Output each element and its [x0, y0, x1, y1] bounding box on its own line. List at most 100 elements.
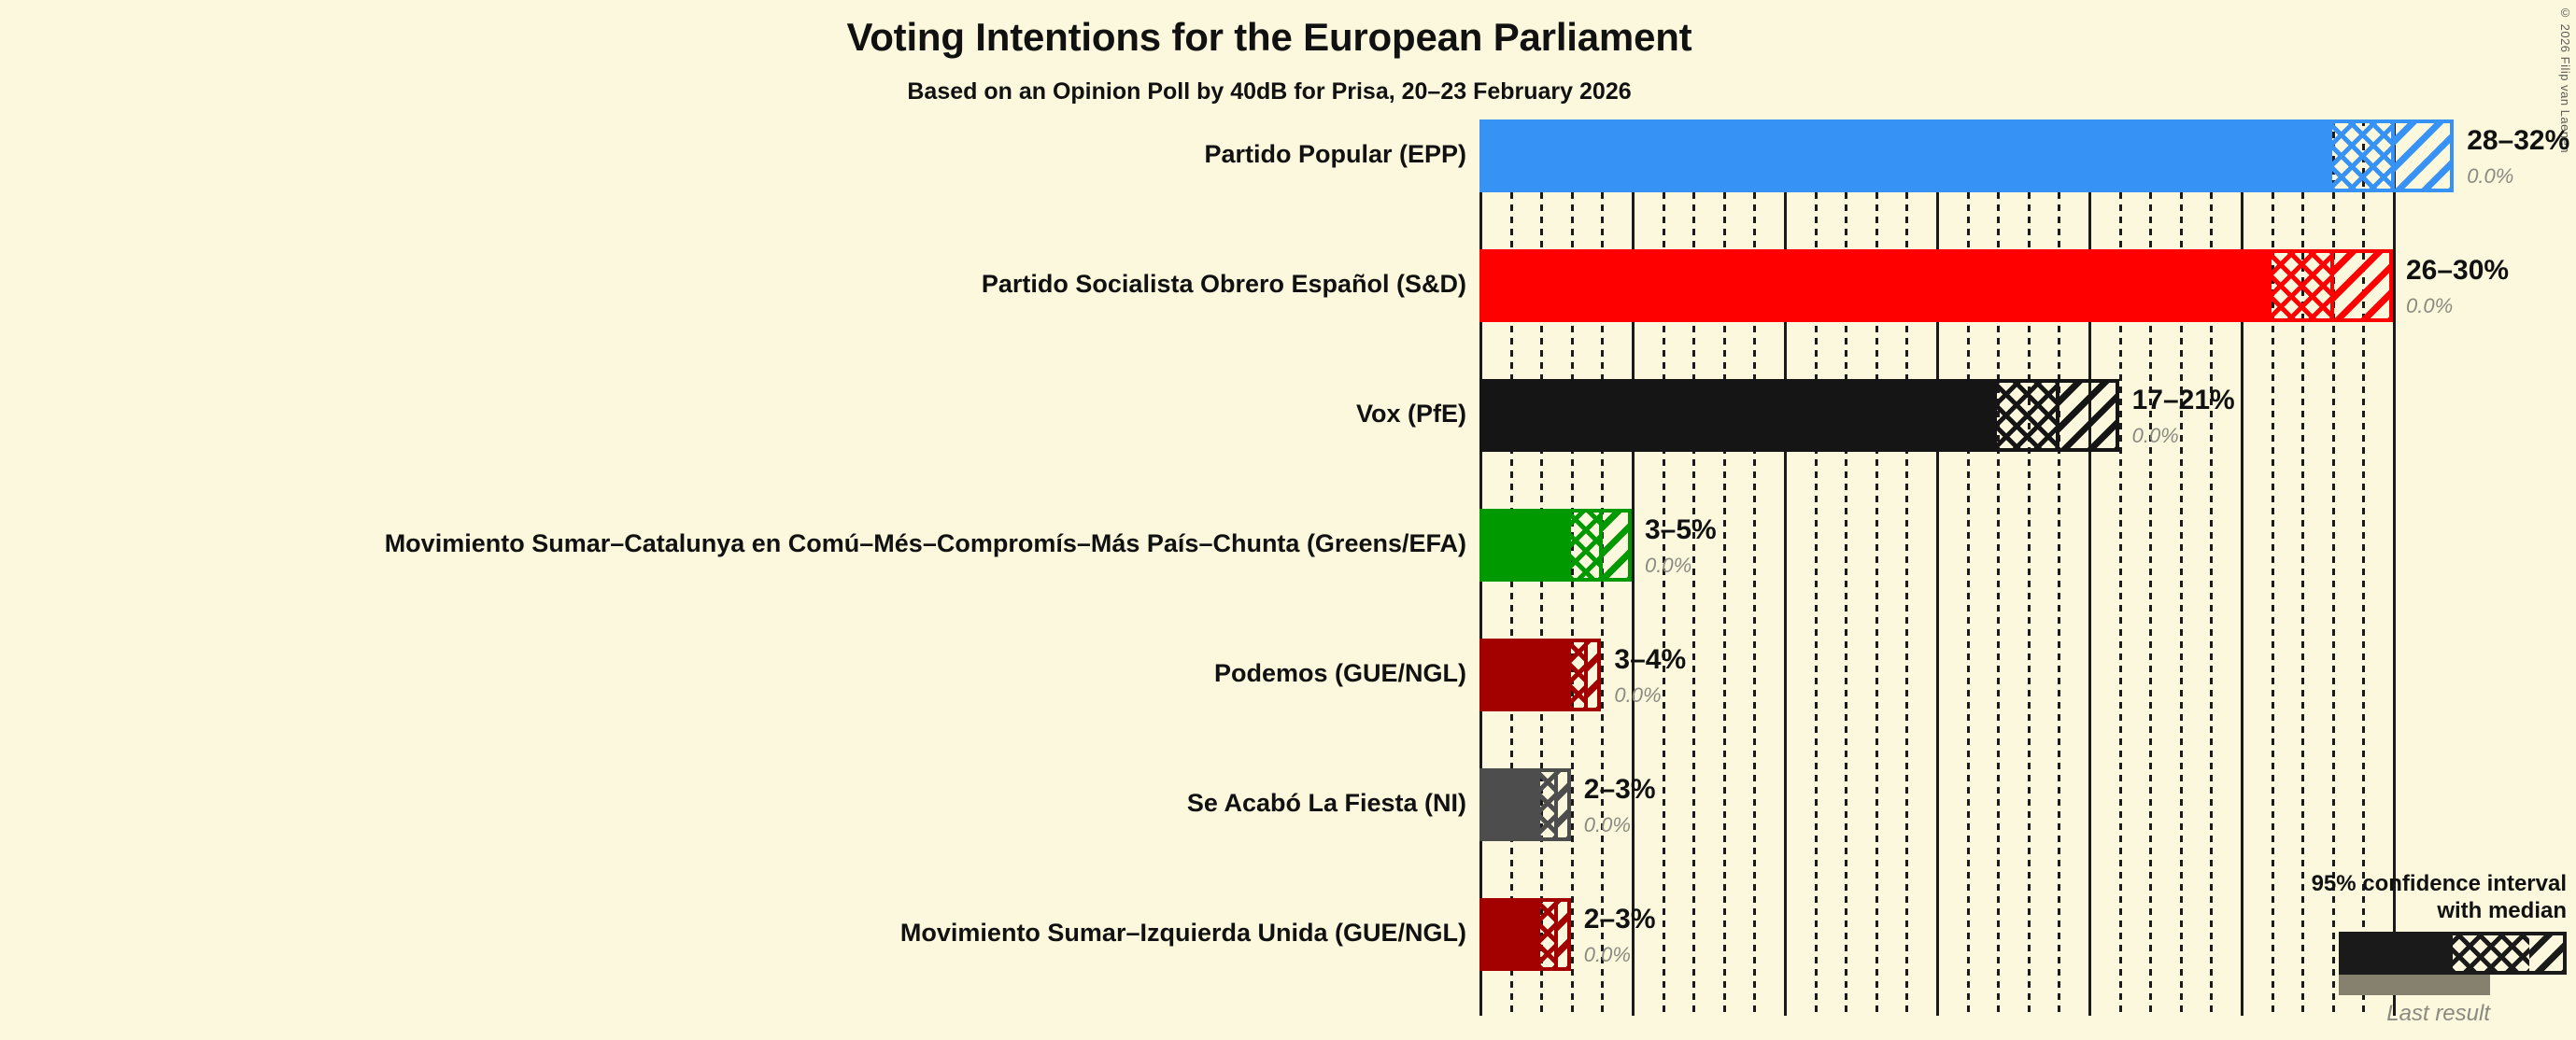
bar-segment-solid	[1479, 768, 1541, 841]
category-label: Partido Socialista Obrero Español (S&D)	[981, 270, 1466, 298]
legend-swatch-wrap	[2193, 932, 2567, 999]
bar-segment-crosshatch	[1997, 379, 2059, 452]
bar-value-label: 2–3%	[1583, 904, 1656, 935]
legend-ci-swatch	[2339, 932, 2567, 975]
gridline-minor	[2179, 119, 2183, 1016]
bar-segment-solid	[1479, 379, 1998, 452]
page-title: Voting Intentions for the European Parli…	[846, 15, 1692, 59]
gridline-minor	[2210, 119, 2214, 1016]
bar-segment-diaghatch	[1601, 509, 1632, 582]
gridline-minor	[2118, 119, 2122, 1016]
bar-last-result-label: 0.0%	[2467, 164, 2514, 188]
bar-value-label: 3–4%	[1614, 644, 1687, 675]
gridline-minor	[2362, 119, 2366, 1016]
bar-outline	[1479, 379, 2119, 452]
legend-last-result-swatch	[2339, 975, 2490, 995]
bar-value-label: 28–32%	[2467, 125, 2570, 156]
gridline-major	[1784, 119, 1787, 1016]
bar-segment-diaghatch	[2058, 379, 2119, 452]
bar-row	[1479, 898, 1571, 971]
bar-outline	[1479, 119, 2455, 192]
bar-median-divider	[2391, 119, 2395, 192]
bar-outline	[1479, 639, 1602, 711]
bar-segment-solid	[1479, 119, 2332, 192]
bar-row	[1479, 119, 2455, 192]
category-label: Movimiento Sumar–Izquierda Unida (GUE/NG…	[899, 919, 1466, 947]
gridline-minor	[2149, 119, 2153, 1016]
bar-row	[1479, 249, 2393, 322]
category-label: Podemos (GUE/NGL)	[1213, 659, 1466, 687]
bar-outline	[1479, 249, 2393, 322]
legend-last-result-label: Last result	[2386, 1001, 2490, 1026]
bar-segment-diaghatch	[1555, 898, 1571, 971]
bar-last-result-label: 0.0%	[1614, 683, 1662, 707]
gridline-minor	[1814, 119, 1818, 1016]
gridline-minor	[2058, 119, 2061, 1016]
gridline-minor	[1662, 119, 1665, 1016]
legend-line-1: 95% confidence interval	[2311, 871, 2567, 897]
bar-segment-diaghatch	[1555, 768, 1571, 841]
gridline-major	[2088, 119, 2091, 1016]
bar-median-divider	[2329, 249, 2334, 322]
gridline-major	[1936, 119, 1939, 1016]
chart-legend: 95% confidence interval with median Last…	[2193, 871, 2567, 1027]
bar-median-divider	[1584, 639, 1589, 711]
bar-value-label: 3–5%	[1645, 514, 1717, 545]
bar-outline	[1479, 509, 1632, 582]
bar-segment-crosshatch	[1540, 898, 1556, 971]
bar-row	[1479, 639, 1602, 711]
bar-segment-diaghatch	[2331, 249, 2393, 322]
gridline-minor	[1692, 119, 1696, 1016]
gridline-minor	[1997, 119, 2001, 1016]
gridline-major	[2393, 119, 2396, 1016]
bar-segment-solid	[1479, 898, 1541, 971]
gridline-minor	[1753, 119, 1757, 1016]
bar-last-result-label: 0.0%	[2131, 424, 2179, 447]
bar-median-divider	[1553, 898, 1558, 971]
bar-last-result-label: 0.0%	[1583, 943, 1631, 966]
bar-last-result-label: 0.0%	[1583, 813, 1631, 836]
legend-diaghatch-segment	[2529, 932, 2567, 975]
legend-line-2: with median	[2437, 897, 2567, 923]
bar-segment-solid	[1479, 639, 1571, 711]
gridline-major	[2241, 119, 2243, 1016]
chart-subtitle: Based on an Opinion Poll by 40dB for Pri…	[907, 78, 1632, 105]
copyright-notice: © 2026 Filip van Laenen	[2558, 6, 2572, 154]
gridline-major	[1632, 119, 1635, 1016]
bar-median-divider	[2056, 379, 2060, 452]
gridline-minor	[2301, 119, 2305, 1016]
gridline-minor	[1722, 119, 1726, 1016]
bar-value-label: 17–21%	[2131, 385, 2235, 415]
bar-value-label: 2–3%	[1583, 774, 1656, 805]
bar-outline	[1479, 768, 1571, 841]
category-label: Partido Popular (EPP)	[1204, 140, 1466, 168]
bar-row	[1479, 509, 1632, 582]
bar-segment-crosshatch	[1570, 509, 1602, 582]
bar-median-divider	[1599, 509, 1604, 582]
gridline-minor	[1905, 119, 1909, 1016]
category-label: Movimiento Sumar–Catalunya en Comú–Més–C…	[384, 529, 1466, 557]
gridline-minor	[1875, 119, 1878, 1016]
gridline-minor	[1845, 119, 1848, 1016]
bar-row	[1479, 379, 2119, 452]
bar-segment-crosshatch	[2271, 249, 2332, 322]
bar-segment-crosshatch	[2331, 119, 2393, 192]
legend-swatch-outline	[2339, 932, 2567, 975]
gridline-minor	[1966, 119, 1970, 1016]
bar-last-result-label: 0.0%	[2406, 294, 2454, 317]
bar-last-result-label: 0.0%	[1645, 554, 1692, 577]
bar-outline	[1479, 898, 1571, 971]
bar-segment-solid	[1479, 249, 2272, 322]
category-label: Vox (PfE)	[1355, 400, 1466, 428]
bar-row	[1479, 768, 1571, 841]
bar-segment-solid	[1479, 509, 1571, 582]
category-label: Se Acabó La Fiesta (NI)	[1186, 789, 1466, 817]
gridline-minor	[2027, 119, 2031, 1016]
gridline-minor	[2271, 119, 2274, 1016]
bar-value-label: 26–30%	[2406, 255, 2510, 286]
bar-segment-diaghatch	[2393, 119, 2455, 192]
bar-median-divider	[1553, 768, 1558, 841]
plot-area	[1479, 119, 2455, 1016]
bar-segment-crosshatch	[1570, 639, 1587, 711]
